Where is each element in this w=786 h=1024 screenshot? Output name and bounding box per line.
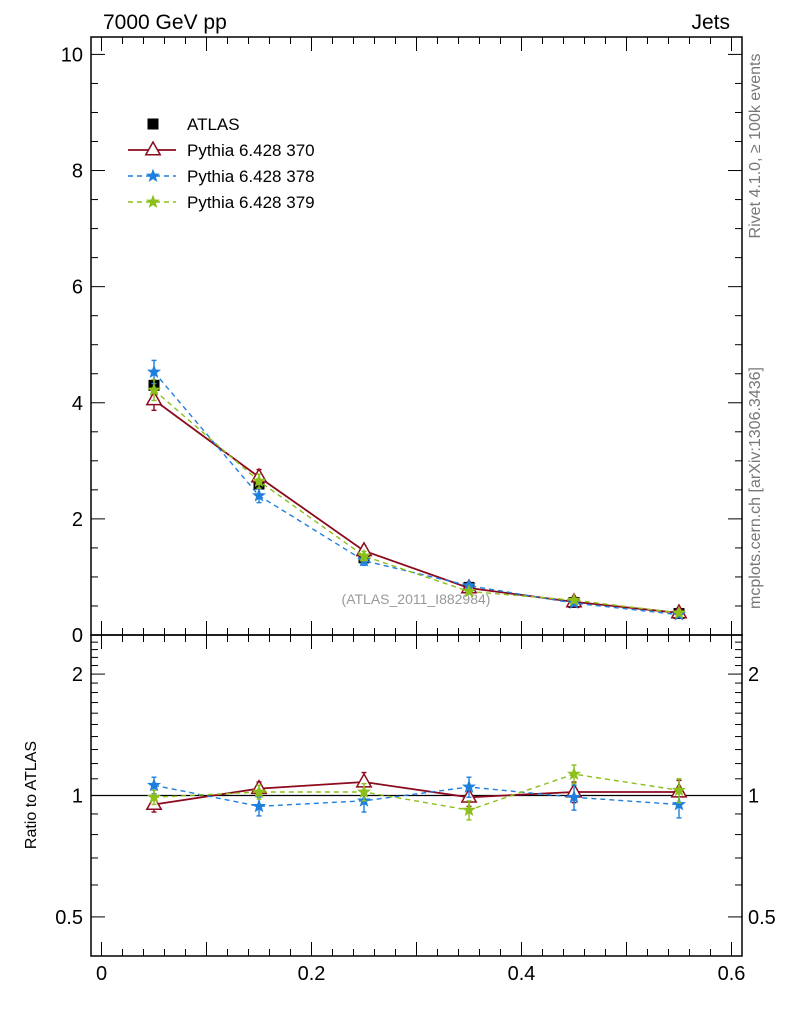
legend-marker-0: [144, 140, 162, 156]
ratio-y-tick-label-left: 2: [72, 664, 83, 686]
analysis-label: (ATLAS_2011_I882984): [342, 591, 491, 607]
y-tick-label: 4: [72, 393, 83, 415]
legend-label-1: Pythia 6.428 378: [187, 167, 315, 186]
y-tick-label: 2: [72, 509, 83, 531]
ratio-series-2-point: [147, 789, 161, 804]
legend-atlas-marker: [147, 118, 159, 130]
ratio-series-2-line: [153, 773, 680, 811]
ratio-series-1-point: [252, 798, 266, 813]
series-0-line: [153, 399, 680, 614]
y-tick-label: 0: [72, 625, 83, 647]
series-2-point: [672, 605, 686, 619]
ratio-series-0-line: [153, 781, 679, 806]
ratio-y-tick-label-right: 1: [748, 786, 759, 808]
legend-marker-1: [146, 168, 160, 182]
ratio-y-tick-label-left: 1: [72, 786, 83, 808]
series-2-point: [567, 592, 581, 607]
ratio-series-1-line: [153, 784, 680, 808]
ratio-series-1-point: [147, 777, 161, 792]
chart-title-left: 7000 GeV pp: [103, 11, 227, 34]
x-tick-label: 0.2: [298, 963, 326, 985]
ratio-series-1-point: [567, 789, 581, 804]
legend-atlas-label: ATLAS: [187, 115, 240, 134]
ratio-series-2-point: [672, 782, 686, 797]
ratio-ylabel: Ratio to ATLAS: [23, 741, 40, 849]
ratio-series-2-point: [462, 802, 476, 817]
mcplots-label: mcplots.cern.ch [arXiv:1306.3436]: [747, 367, 764, 609]
y-tick-label: 10: [61, 44, 83, 66]
series-2-line: [153, 389, 680, 614]
series-1-point: [147, 364, 161, 378]
series-1-line: [153, 371, 680, 616]
ratio-series-2-point: [567, 766, 581, 781]
series-2-point: [147, 382, 161, 396]
x-tick-label: 0.6: [718, 963, 746, 985]
ratio-y-tick-label-right: 0.5: [748, 907, 776, 929]
rivet-label: Rivet 4.1.0, ≥ 100k events: [747, 54, 764, 239]
ratio-series-1-point: [672, 797, 686, 811]
x-tick-label: 0.4: [508, 963, 536, 985]
ratio-series-2-point: [252, 784, 266, 798]
y-tick-label: 6: [72, 277, 83, 299]
ratio-y-tick-label-left: 0.5: [55, 907, 83, 929]
ratio-series-1-point: [462, 779, 476, 793]
y-tick-label: 8: [72, 161, 83, 183]
x-tick-label: 0: [96, 963, 107, 985]
chart-title-right: Jets: [691, 11, 730, 34]
legend-marker-2: [146, 194, 160, 208]
legend-label-2: Pythia 6.428 379: [187, 193, 315, 212]
ratio-series-2-point: [357, 784, 371, 798]
series-2-point: [252, 473, 266, 488]
ratio-y-tick-label-right: 2: [748, 664, 759, 686]
legend-label-0: Pythia 6.428 370: [187, 141, 315, 160]
series-2-point: [357, 548, 371, 562]
series-1-point: [252, 488, 266, 502]
series-2-point: [462, 584, 476, 598]
